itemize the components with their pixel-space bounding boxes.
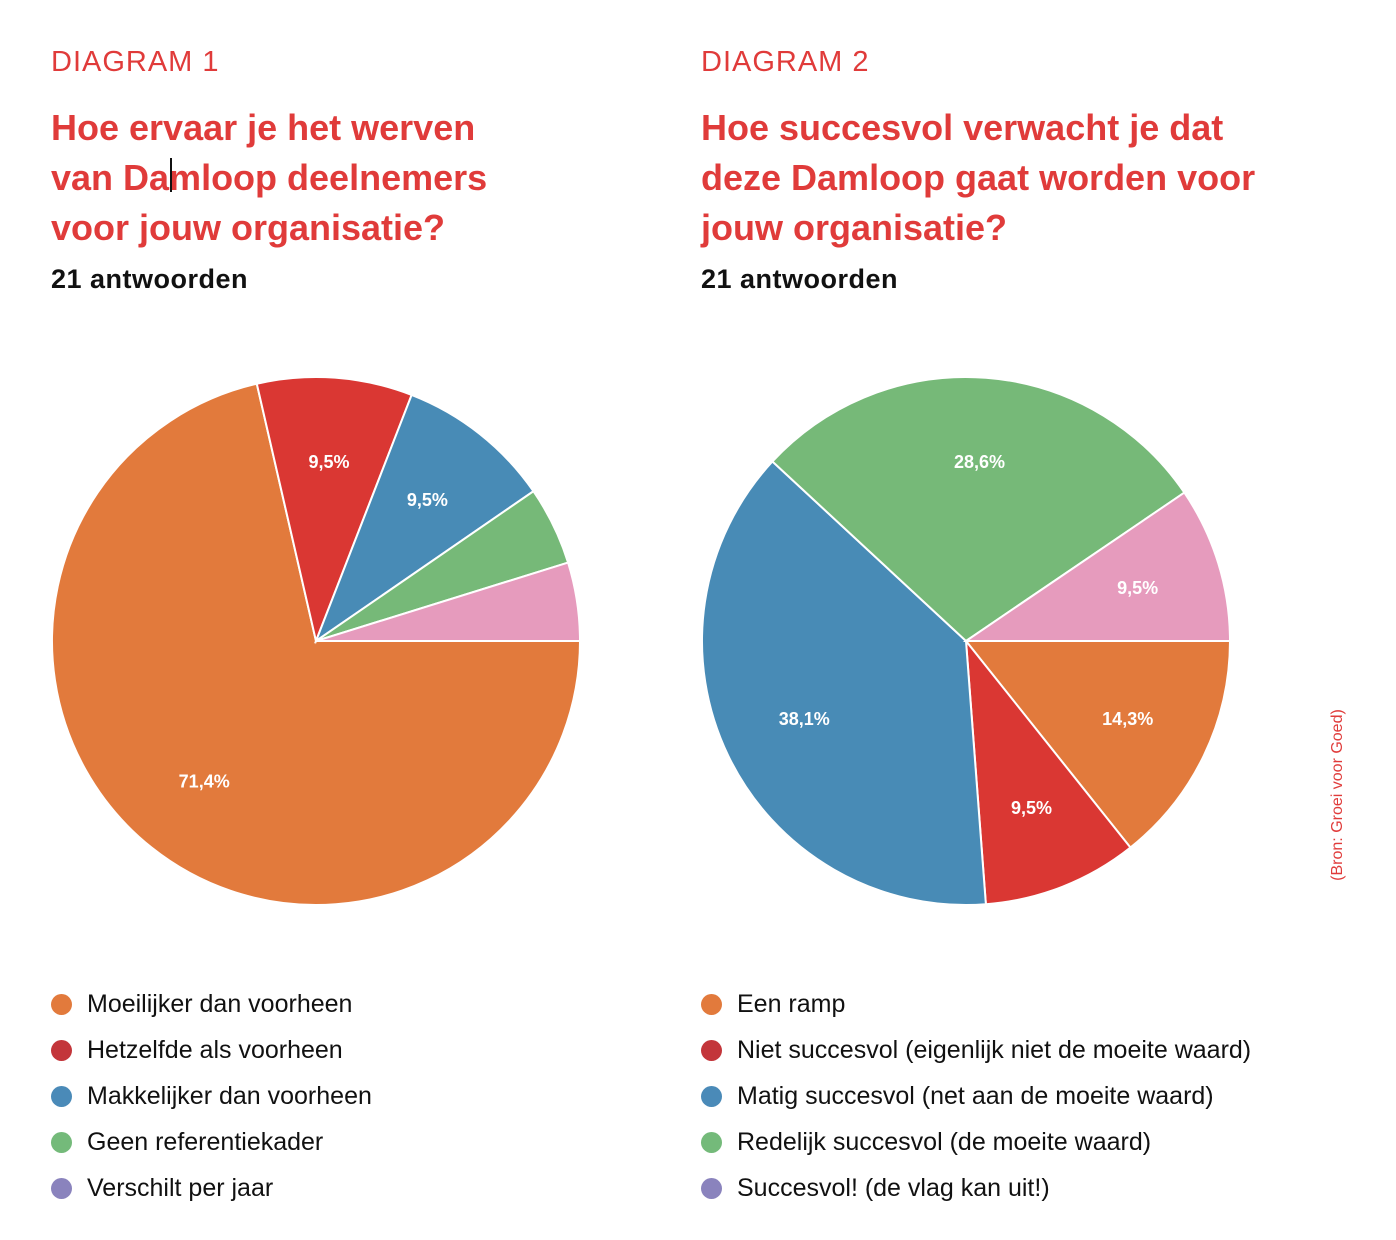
diagram-2-title-line: deze Damloop gaat worden voor <box>701 157 1256 198</box>
legend-label: Hetzelfde als voorheen <box>87 1036 343 1064</box>
legend-label: Niet succesvol (eigenlijk niet de moeite… <box>737 1036 1252 1064</box>
slice-data-label: 28,6% <box>954 452 1005 472</box>
legend-dot-icon <box>51 1178 72 1199</box>
diagram-1-kicker: DIAGRAM 1 <box>51 46 220 78</box>
diagram-2-pie-chart: 14,3% 9,5% 38,1% 28,6% 9,5% <box>701 376 1232 906</box>
text-cursor <box>170 158 172 192</box>
slice-data-label: 14,3% <box>1102 709 1153 729</box>
diagram-1-legend: Moeilijker dan voorheen Hetzelfde als vo… <box>51 984 372 1214</box>
legend-dot-icon <box>701 1132 722 1153</box>
diagram-2-title: Hoe succesvol verwacht je dat deze Damlo… <box>701 103 1341 253</box>
diagram-2-kicker: DIAGRAM 2 <box>701 46 870 78</box>
legend-label: Succesvol! (de vlag kan uit!) <box>737 1174 1050 1202</box>
legend-item: Succesvol! (de vlag kan uit!) <box>701 1168 1251 1214</box>
pie-slice <box>962 491 1232 642</box>
legend-item: Moeilijker dan voorheen <box>51 984 372 1030</box>
legend-item: Niet succesvol (eigenlijk niet de moeite… <box>701 1030 1251 1076</box>
diagram-2-legend: Een ramp Niet succesvol (eigenlijk niet … <box>701 984 1251 1214</box>
pie-slice <box>701 460 987 906</box>
legend-label: Moeilijker dan voorheen <box>87 990 353 1018</box>
legend-item: Makkelijker dan voorheen <box>51 1076 372 1122</box>
legend-item: Een ramp <box>701 984 1251 1030</box>
diagram-1-title-line: Hoe ervaar je het werven <box>51 107 476 148</box>
slice-data-label: 71,4% <box>179 771 230 791</box>
legend-label: Een ramp <box>737 990 846 1018</box>
legend-dot-icon <box>701 1178 722 1199</box>
legend-label: Geen referentiekader <box>87 1128 324 1156</box>
legend-dot-icon <box>701 1040 722 1061</box>
diagram-1-pie-chart: 71,4% 9,5% 9,5% <box>51 376 582 906</box>
slice-data-label: 9,5% <box>407 490 448 510</box>
pie-slice <box>255 376 413 645</box>
slice-data-label: 9,5% <box>1117 578 1158 598</box>
legend-label: Redelijk succesvol (de moeite waard) <box>737 1128 1152 1156</box>
diagram-1-title-line: voor jouw organisatie? <box>51 207 446 248</box>
pie-slice <box>771 376 1186 643</box>
legend-label: Matig succesvol (net aan de moeite waard… <box>737 1082 1214 1110</box>
legend-dot-icon <box>51 1132 72 1153</box>
legend-label: Verschilt per jaar <box>87 1174 274 1202</box>
pie-slice <box>51 382 582 906</box>
pie-slice <box>313 393 535 644</box>
legend-item: Redelijk succesvol (de moeite waard) <box>701 1122 1251 1168</box>
slice-data-label: 9,5% <box>308 452 349 472</box>
diagram-1-title-line: van Damloop deelnemers <box>51 157 488 198</box>
legend-dot-icon <box>51 1086 72 1107</box>
legend-dot-icon <box>701 994 722 1015</box>
diagram-1-title: Hoe ervaar je het werven van Damloop dee… <box>51 103 691 253</box>
diagram-1-panel: DIAGRAM 1 Hoe ervaar je het werven van D… <box>51 0 691 1240</box>
diagram-1-response-count: 21 antwoorden <box>51 264 249 294</box>
pie-slice <box>963 640 1232 849</box>
legend-dot-icon <box>51 994 72 1015</box>
pie-slice <box>315 561 582 642</box>
slice-data-label: 38,1% <box>779 709 830 729</box>
diagram-2-panel: DIAGRAM 2 Hoe succesvol verwacht je dat … <box>701 0 1341 1240</box>
legend-item: Verschilt per jaar <box>51 1168 372 1214</box>
source-note: (Bron: Groei voor Goed) <box>1329 709 1346 881</box>
legend-dot-icon <box>51 1040 72 1061</box>
diagram-2-response-count: 21 antwoorden <box>701 264 899 294</box>
diagram-2-title-line: Hoe succesvol verwacht je dat <box>701 107 1224 148</box>
legend-dot-icon <box>701 1086 722 1107</box>
slice-data-label: 9,5% <box>1011 798 1052 818</box>
pie-slice <box>964 637 1132 906</box>
diagram-2-title-line: jouw organisatie? <box>701 207 1008 248</box>
legend-label: Makkelijker dan voorheen <box>87 1082 372 1110</box>
legend-item: Matig succesvol (net aan de moeite waard… <box>701 1076 1251 1122</box>
legend-item: Hetzelfde als voorheen <box>51 1030 372 1076</box>
legend-item: Geen referentiekader <box>51 1122 372 1168</box>
